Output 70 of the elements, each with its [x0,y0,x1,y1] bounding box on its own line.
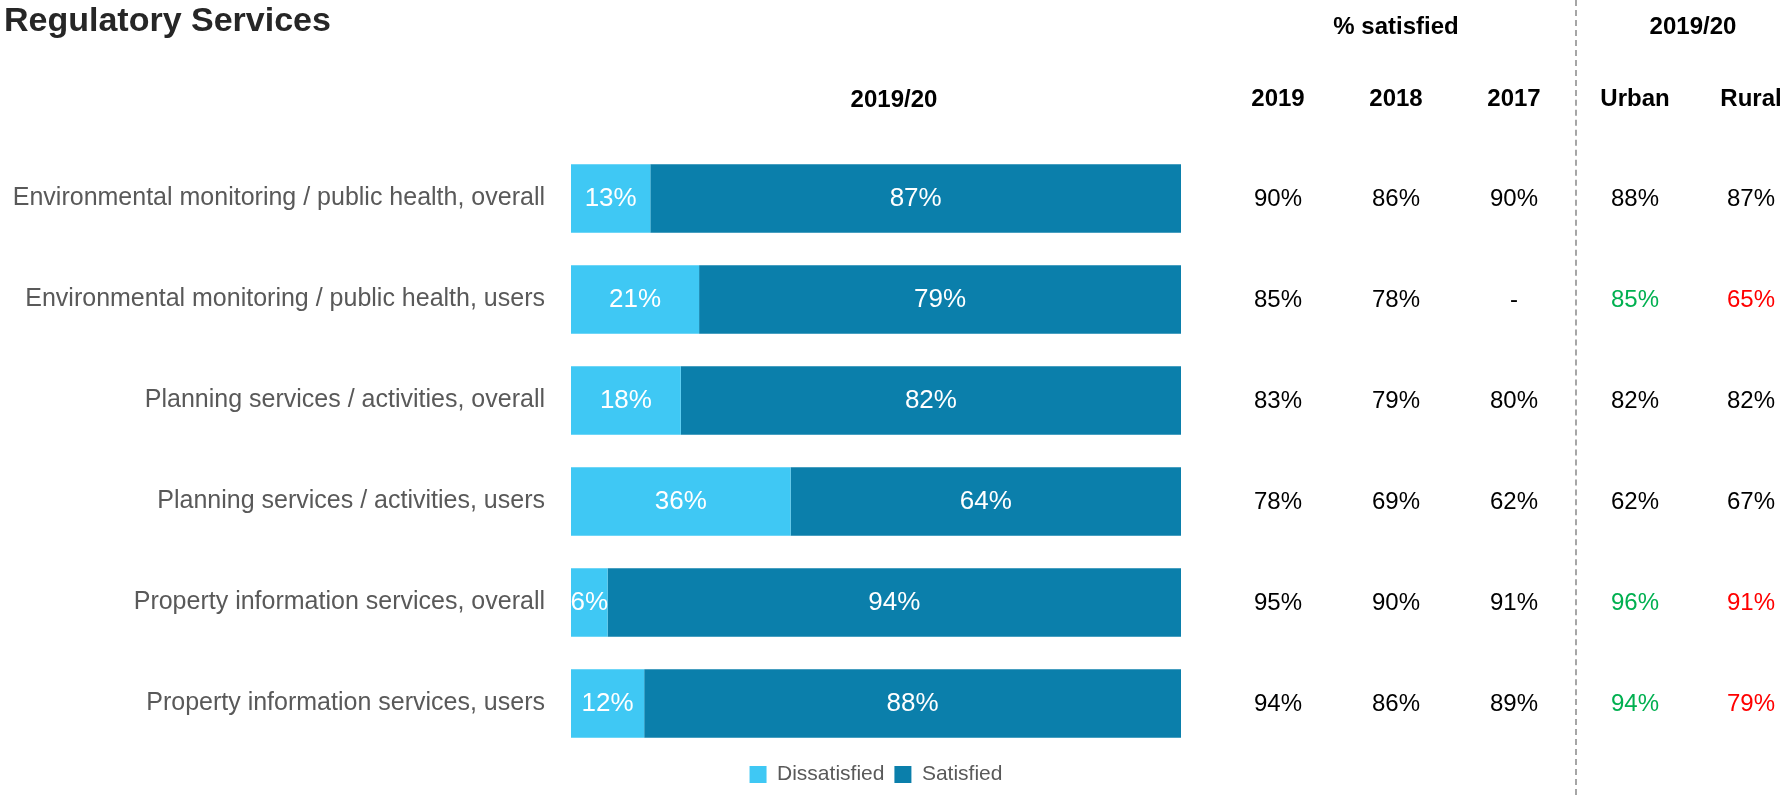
y-tick-label: Environmental monitoring / public health, overall [12,182,545,211]
data-label: 91% [1726,588,1776,616]
data-label: 78% [1253,487,1302,515]
data-label: 85% [1253,285,1302,313]
data-label: 13% [584,181,637,212]
data-label: 95% [1253,588,1302,616]
data-label: 85% [1610,285,1660,313]
data-label: 88% [886,686,939,717]
data-label: 86% [1371,689,1420,717]
data-label: 79% [1726,689,1776,717]
data-label: 94% [1610,689,1660,717]
bar [699,265,1181,334]
bar [644,669,1181,738]
chart-subtitle: 2019/20 [850,85,938,112]
data-label: 91% [1489,588,1538,616]
text: Regulatory Services [4,0,331,38]
chart-title: 2019/20 [1649,12,1737,39]
data-label: 87% [1726,184,1776,212]
data-label: 82% [904,383,957,414]
data-label: 96% [1610,588,1660,616]
bar [571,467,791,536]
y-tick-label: Planning services / activities, overall [144,384,545,413]
y-tick-label: Property information services, overall [133,586,545,615]
data-label: 86% [1371,184,1420,212]
data-label: 18% [599,383,652,414]
data-label: 36% [654,484,707,515]
bar [571,669,645,738]
data-label: 78% [1371,285,1420,313]
legend-label: Satisfied [921,761,1003,785]
x-tick-label: Rural [1720,84,1782,111]
data-label: 80% [1489,386,1538,414]
data-label: 83% [1253,386,1302,414]
x-tick-label: 2017 [1487,84,1541,111]
y-tick-label: Planning services / activities, users [157,485,545,514]
bar [571,164,651,233]
data-label: 67% [1726,487,1776,515]
data-label: 6% [570,585,609,616]
chart-title: % satisfied [1333,12,1459,39]
data-label: 94% [1253,689,1302,717]
data-label: 62% [1489,487,1538,515]
bar [571,265,700,334]
x-tick-label: 2018 [1369,84,1423,111]
bar [680,366,1181,435]
data-label: 90% [1253,184,1302,212]
data-label: 12% [581,686,634,717]
bar [571,366,681,435]
data-label: 82% [1610,386,1660,414]
data-label: 79% [1371,386,1420,414]
data-label: 64% [959,484,1012,515]
data-label: 94% [868,585,921,616]
text: - [1509,285,1518,313]
data-label: 79% [914,282,967,313]
y-tick-label: Property information services, users [146,687,545,716]
bar [607,568,1181,637]
data-label: 21% [609,282,662,313]
legend-label: Dissatisfied [777,761,885,785]
bar [650,164,1181,233]
data-label: 87% [889,181,942,212]
data-label: 62% [1610,487,1660,515]
x-tick-label: Urban [1600,84,1670,111]
data-label: 65% [1726,285,1776,313]
bar [790,467,1181,536]
data-label: 82% [1726,386,1776,414]
data-label: 90% [1489,184,1538,212]
y-tick-label: Environmental monitoring / public health, users [25,283,545,312]
x-tick-label: 2019 [1251,84,1305,111]
data-label: 69% [1371,487,1420,515]
data-label: 88% [1610,184,1660,212]
data-label: 90% [1371,588,1420,616]
data-label: 89% [1489,689,1538,717]
